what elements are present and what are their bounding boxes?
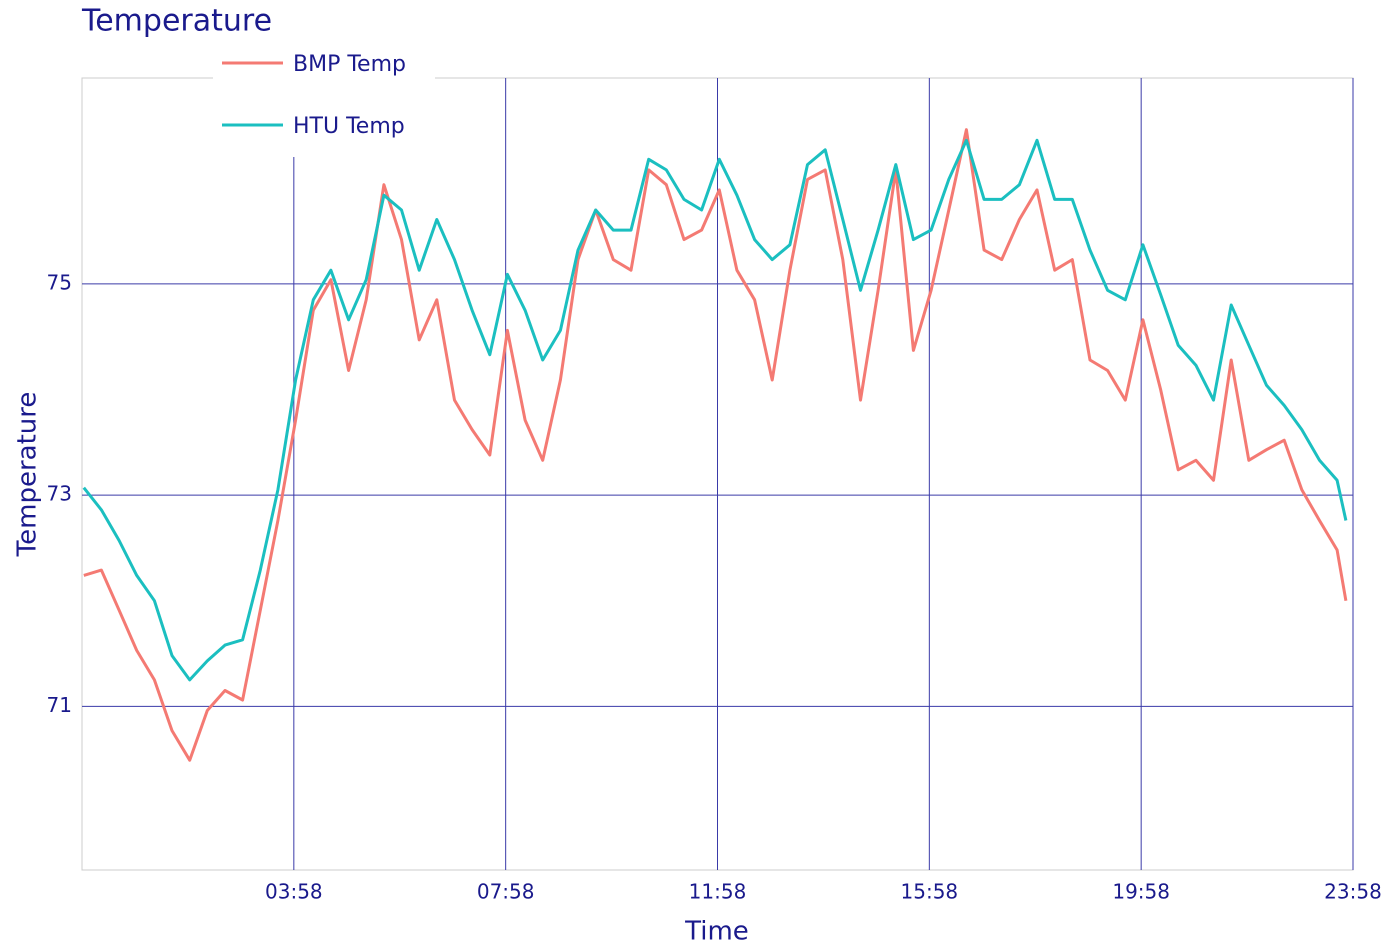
x-tick-label: 23:58 [1324, 880, 1382, 904]
legend-label: HTU Temp [293, 114, 405, 139]
y-axis-title: Temperature [13, 392, 43, 558]
y-tick-label: 71 [47, 693, 72, 717]
y-tick-label: 75 [47, 270, 72, 294]
x-axis-title: Time [684, 917, 749, 947]
series-line [83, 128, 1348, 762]
y-tick-label: 73 [47, 482, 72, 506]
x-tick-label: 03:58 [265, 880, 323, 904]
x-tick-label: 11:58 [689, 880, 747, 904]
x-tick-label: 19:58 [1112, 880, 1170, 904]
chart-title: Temperature [81, 4, 272, 39]
x-tick-label: 15:58 [901, 880, 959, 904]
legend-label: BMP Temp [293, 52, 406, 77]
x-tick-label: 07:58 [477, 880, 535, 904]
series-line [82, 138, 1348, 682]
